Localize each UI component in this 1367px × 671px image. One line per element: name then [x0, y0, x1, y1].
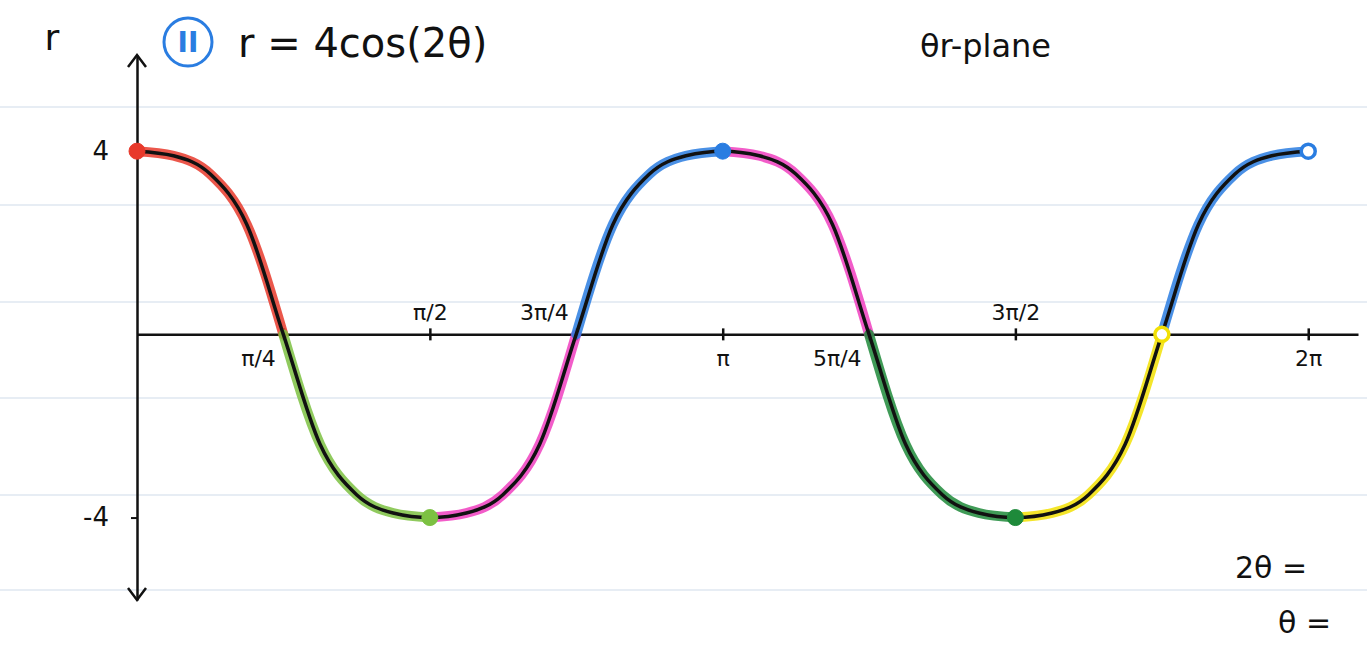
- x-tick: π/4: [241, 328, 284, 371]
- badge-circle: [164, 18, 212, 66]
- paper-line: [0, 494, 1367, 495]
- section-label: II: [178, 26, 199, 59]
- highlight-segment: [576, 151, 1308, 334]
- x-tick-label: π: [717, 346, 730, 371]
- annotation: θr-plane: [920, 27, 1051, 65]
- x-tick-label: π/2: [413, 300, 448, 325]
- curve: [137, 151, 1308, 517]
- point: [715, 143, 731, 159]
- x-tick-label: 2π: [1295, 346, 1322, 371]
- y-tick-label: -4: [83, 502, 109, 532]
- annotation: θ =: [1278, 605, 1331, 640]
- highlight-segment: [283, 334, 430, 517]
- point: [1155, 327, 1169, 341]
- highlight-segment: [137, 151, 283, 334]
- x-tick-mark: [429, 328, 432, 340]
- x-tick-label: π/4: [241, 346, 276, 371]
- y-tick: -4: [83, 502, 137, 532]
- y-arrow-top: [128, 55, 146, 67]
- x-tick-label: 3π/4: [520, 300, 569, 325]
- x-tick: 3π/4: [520, 300, 577, 340]
- x-tick-label: 3π/2: [992, 300, 1041, 325]
- y-axis: -4 4: [83, 56, 137, 601]
- point: [1007, 510, 1023, 526]
- x-tick: π: [717, 328, 730, 371]
- highlight-segment: [430, 151, 869, 517]
- y-arrow-bottom: [128, 588, 146, 600]
- x-tick: 5π/4: [813, 328, 870, 371]
- x-tick-mark: [1307, 328, 1310, 340]
- point: [422, 510, 438, 526]
- x-tick: 3π/2: [992, 300, 1041, 340]
- highlight-segment: [869, 334, 1015, 517]
- point: [1301, 144, 1315, 158]
- x-axis: π/4 π/2 3π/4 π 5π/4 3π/2 2π: [138, 300, 1359, 371]
- annotation: 2θ =: [1235, 550, 1307, 585]
- paper-lines: [0, 107, 1367, 590]
- x-tick: 2π: [1295, 328, 1322, 371]
- point: [129, 143, 145, 159]
- paper-line: [0, 204, 1367, 205]
- y-tick-label: 4: [92, 136, 109, 166]
- x-tick-label: 5π/4: [813, 346, 862, 371]
- x-tick-mark: [1015, 328, 1018, 340]
- x-axis-line: [138, 334, 1359, 337]
- paper-line: [0, 301, 1367, 302]
- y-axis-title: r: [45, 17, 60, 58]
- y-tick-mark: [131, 517, 137, 519]
- paper-line: [0, 106, 1367, 107]
- chart: π/4 π/2 3π/4 π 5π/4 3π/2 2π -4 4 r II r = 4cos(2θ) θ…: [0, 0, 1367, 671]
- title: r = 4cos(2θ): [238, 20, 487, 66]
- highlight-segment: [1015, 334, 1162, 517]
- x-tick-mark: [722, 328, 725, 340]
- plot-area: [129, 143, 1315, 525]
- x-tick: π/2: [413, 300, 448, 340]
- paper-line: [0, 397, 1367, 398]
- paper-line: [0, 589, 1367, 590]
